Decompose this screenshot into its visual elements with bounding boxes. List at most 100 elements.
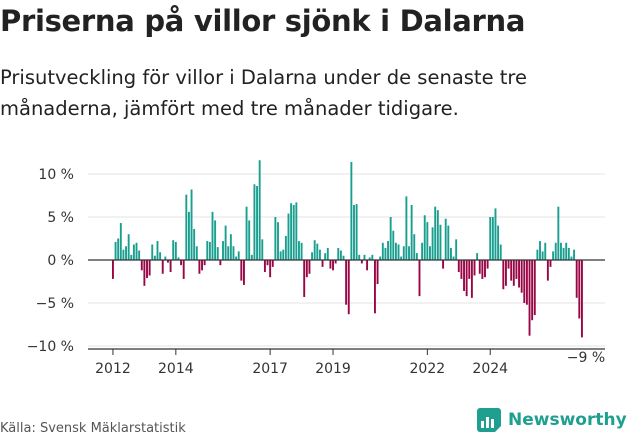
- bar: [389, 217, 392, 260]
- bar: [447, 225, 450, 260]
- bar: [305, 260, 308, 278]
- bar: [476, 253, 479, 260]
- bar: [303, 260, 306, 297]
- bar: [243, 260, 245, 285]
- bar: [505, 260, 507, 286]
- bar: [167, 260, 169, 263]
- bar: [478, 260, 481, 274]
- bar: [512, 260, 515, 286]
- bar: [460, 260, 463, 279]
- bar: [313, 240, 316, 260]
- bar: [332, 260, 334, 271]
- bar: [342, 255, 345, 260]
- bar: [237, 251, 240, 260]
- chart-title: Priserna på villor sjönk i Dalarna: [0, 4, 526, 38]
- bar: [316, 243, 319, 260]
- bar: [266, 260, 269, 266]
- bar: [224, 225, 227, 260]
- bar: [499, 244, 502, 260]
- bar: [271, 260, 274, 267]
- bar: [169, 260, 172, 273]
- bar: [245, 206, 248, 260]
- bar: [219, 260, 222, 266]
- bar: [510, 260, 513, 281]
- bar: [287, 213, 290, 260]
- bar: [502, 260, 505, 290]
- bar: [402, 246, 405, 260]
- bar: [570, 256, 573, 260]
- bar: [366, 260, 369, 271]
- newsworthy-logo: Newsworthy: [476, 407, 627, 433]
- bar: [187, 211, 190, 260]
- bar: [318, 249, 321, 260]
- bar: [143, 260, 146, 286]
- bar: [575, 260, 578, 298]
- bars: [112, 160, 583, 338]
- bar: [541, 251, 544, 260]
- bar: [439, 224, 442, 260]
- x-tick-label: 2019: [315, 361, 351, 377]
- bar: [203, 260, 206, 266]
- bar: [518, 260, 520, 288]
- bar: [140, 260, 143, 271]
- bar: [295, 202, 298, 260]
- bar: [379, 256, 382, 260]
- bar: [394, 242, 397, 260]
- bar: [528, 260, 531, 336]
- bar: [174, 241, 177, 260]
- bar: [321, 260, 324, 267]
- bar: [578, 260, 581, 319]
- bar: [277, 222, 279, 260]
- bar: [491, 217, 494, 260]
- bar: [387, 241, 389, 260]
- x-tick-label: 2017: [252, 361, 288, 377]
- bar: [182, 260, 185, 279]
- bar: [560, 242, 562, 260]
- newsworthy-logo-icon: [477, 408, 501, 432]
- bar: [486, 260, 489, 269]
- bar: [557, 206, 560, 260]
- bar: [161, 260, 164, 274]
- bar: [326, 247, 329, 260]
- bar-chart: 10 % 5 % 0 % −5 % −10 % 2012 2014 2017 2019 2022…: [27, 160, 605, 377]
- bar: [484, 260, 486, 278]
- bar: [376, 260, 379, 285]
- bar: [567, 247, 570, 260]
- bar: [431, 227, 434, 260]
- bar: [455, 239, 458, 260]
- bar: [397, 244, 400, 260]
- bar: [308, 260, 311, 274]
- bar: [355, 204, 358, 260]
- bar: [546, 260, 549, 281]
- bar: [415, 253, 418, 260]
- bar: [468, 260, 471, 279]
- bar: [337, 247, 340, 260]
- bar: [507, 260, 510, 269]
- bar: [413, 234, 416, 260]
- bar: [573, 249, 576, 260]
- bar: [497, 225, 500, 260]
- bar: [180, 260, 183, 266]
- bar: [421, 242, 424, 260]
- y-tick-label: −5 %: [36, 296, 74, 312]
- bar: [442, 260, 445, 269]
- bar: [345, 260, 348, 305]
- bar: [463, 260, 465, 291]
- bar: [381, 242, 384, 260]
- bar: [539, 241, 541, 260]
- bar: [201, 260, 203, 271]
- bar: [423, 215, 426, 260]
- bar: [298, 241, 300, 260]
- bar: [554, 242, 557, 260]
- bar: [216, 247, 219, 260]
- bar: [473, 260, 476, 276]
- bar: [523, 260, 526, 303]
- bar: [408, 246, 410, 260]
- bar: [520, 260, 523, 293]
- bar: [470, 260, 473, 298]
- bar: [148, 260, 151, 276]
- bar: [329, 260, 332, 269]
- bar: [353, 204, 355, 260]
- bar: [360, 260, 363, 264]
- bar: [363, 254, 366, 260]
